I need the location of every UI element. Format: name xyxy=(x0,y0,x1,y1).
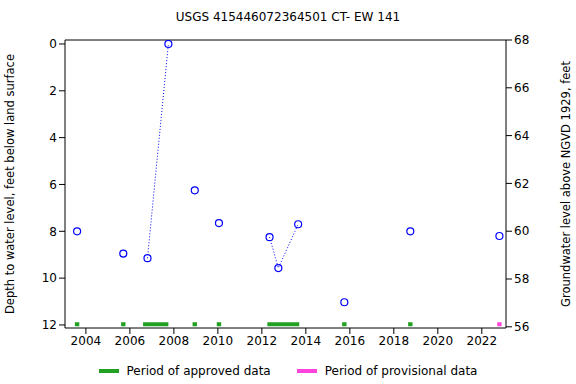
html-text:Period of provisional data: Period of provisional data xyxy=(324,364,478,378)
svg-text:8: 8 xyxy=(49,225,57,239)
svg-text:66: 66 xyxy=(514,81,529,95)
svg-text:2020: 2020 xyxy=(423,334,454,348)
svg-text:68: 68 xyxy=(514,33,529,47)
svg-text:2008: 2008 xyxy=(159,334,190,348)
html-text:USGS 415446072364501 CT- EW 14: USGS 415446072364501 CT- EW 141 xyxy=(175,10,401,24)
svg-text:2022: 2022 xyxy=(467,334,498,348)
svg-text:2018: 2018 xyxy=(379,334,410,348)
svg-text:2010: 2010 xyxy=(203,334,234,348)
svg-text:2014: 2014 xyxy=(291,334,322,348)
html-text:Period of approved data: Period of approved data xyxy=(126,364,271,378)
svg-text:Groundwater level above NGVD 1: Groundwater level above NGVD 1929, feet xyxy=(559,61,568,307)
svg-text:58: 58 xyxy=(514,272,529,286)
svg-text:2012: 2012 xyxy=(247,334,278,348)
svg-text:62: 62 xyxy=(514,177,529,191)
svg-text:2016: 2016 xyxy=(335,334,366,348)
svg-text:0: 0 xyxy=(49,37,57,51)
svg-text:6: 6 xyxy=(49,178,57,192)
svg-text:2006: 2006 xyxy=(115,334,146,348)
svg-text:60: 60 xyxy=(514,224,529,238)
svg-text:56: 56 xyxy=(514,320,529,334)
svg-text:64: 64 xyxy=(514,129,529,143)
svg-text:10: 10 xyxy=(42,271,57,285)
svg-text:12: 12 xyxy=(42,318,57,332)
svg-text:4: 4 xyxy=(49,131,57,145)
svg-text:2004: 2004 xyxy=(71,334,102,348)
svg-text:Depth to water level, feet bel: Depth to water level, feet below land su… xyxy=(8,54,17,314)
svg-text:2: 2 xyxy=(49,84,57,98)
